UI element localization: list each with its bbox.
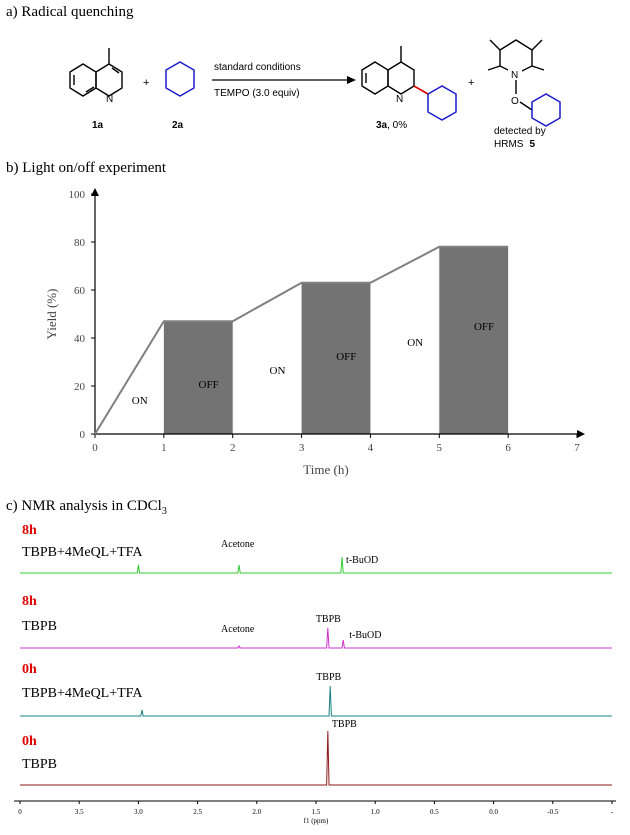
ppm-tick-label: -0.5	[547, 808, 559, 816]
region-label-off: OFF	[199, 379, 219, 391]
light-on-off-chart: 0 1 2 3 4 5 6 7 0 20 40 60 80 100 Time (h) Yield (%) ON O…	[44, 188, 585, 477]
label-5: 5	[529, 139, 535, 150]
nmr-trace-2	[20, 627, 612, 649]
yield-3a: , 0%	[387, 120, 407, 131]
peak-label: Acetone	[221, 539, 255, 550]
label-3a: 3a	[376, 120, 388, 131]
oxygen-5: O	[511, 96, 519, 107]
ppm-tick-label: 2.5	[193, 808, 202, 816]
x-tick-label: 1	[161, 442, 167, 454]
nmr-trace-3	[20, 685, 612, 717]
spectrum-time-label: 8h	[22, 594, 37, 609]
adduct-caption-2: HRMS	[494, 139, 524, 150]
y-tick-label: 100	[69, 189, 86, 201]
y-tick-label: 60	[74, 285, 86, 297]
section-c-title-text: c) NMR analysis in CDCl	[6, 498, 162, 514]
radical-quenching-scheme: N 1a + 2a standard conditions TEMPO (3.0…	[69, 39, 561, 150]
peak-label: TBPB	[332, 719, 357, 730]
spectrum-sample-label: TBPB	[22, 757, 57, 772]
nitrogen-5: N	[511, 70, 518, 81]
quinoline-1a-structure	[69, 48, 123, 97]
peak-label: t-BuOD	[349, 630, 381, 641]
nmr-trace-1	[20, 556, 612, 574]
x-tick-label: 6	[505, 442, 511, 454]
x-tick-label: 5	[437, 442, 443, 454]
ppm-tick-label: 3.0	[134, 808, 143, 816]
label-1a: 1a	[92, 120, 104, 131]
x-tick-label: 2	[230, 442, 236, 454]
ppm-tick-label: -	[611, 808, 614, 816]
nmr-trace-4	[20, 730, 612, 786]
ppm-tick-label: 3.5	[75, 808, 84, 816]
adduct-caption-1: detected by	[494, 126, 546, 137]
off-region-1	[163, 321, 233, 434]
section-b-title: b) Light on/off experiment	[6, 160, 167, 176]
spectrum-sample-label: TBPB+4MeQL+TFA	[22, 545, 143, 560]
x-tick-label: 7	[574, 442, 580, 454]
nmr-spectra: 8h TBPB+4MeQL+TFA Acetone t-BuOD 8h TBPB Aceto…	[14, 523, 616, 825]
spectrum-time-label: 0h	[22, 734, 37, 749]
region-label-on: ON	[270, 365, 286, 377]
ppm-tick-label: 1.0	[371, 808, 380, 816]
y-axis-arrow	[91, 188, 99, 196]
svg-text:3a, 0%: 3a, 0%	[376, 120, 407, 131]
nitrogen-3a: N	[396, 94, 403, 105]
arrow-conditions-bottom: TEMPO (3.0 equiv)	[214, 88, 300, 99]
peak-label: TBPB	[316, 672, 341, 683]
region-label-on: ON	[407, 337, 423, 349]
label-2a: 2a	[172, 120, 184, 131]
section-c-title-subscript: 3	[161, 506, 167, 517]
x-tick-label: 3	[299, 442, 305, 454]
y-axis-label: Yield (%)	[44, 289, 59, 340]
off-region-2	[301, 282, 371, 434]
off-region-3	[439, 246, 509, 434]
arrow-conditions-top: standard conditions	[214, 62, 301, 73]
section-a-title: a) Radical quenching	[6, 4, 134, 20]
region-label-off: OFF	[474, 321, 494, 333]
x-tick-label: 4	[368, 442, 374, 454]
nitrogen-1a: N	[106, 94, 113, 105]
ppm-tick-label: 0	[18, 808, 22, 816]
ppm-tick-label: 2.0	[252, 808, 261, 816]
y-tick-label: 0	[80, 429, 86, 441]
peak-label: TBPB	[316, 614, 341, 625]
cyclohexane-2a-structure	[165, 61, 195, 97]
y-tick-label: 20	[74, 381, 86, 393]
ppm-tick-label: 1.5	[312, 808, 321, 816]
y-tick-label: 80	[74, 237, 86, 249]
spectrum-time-label: 0h	[22, 662, 37, 677]
ppm-axis-label: f1 (ppm)	[304, 817, 329, 825]
x-axis-arrow	[577, 430, 585, 438]
spectrum-sample-label: TBPB	[22, 619, 57, 634]
peak-label: t-BuOD	[346, 555, 378, 566]
tempo-adduct-5-structure	[487, 39, 545, 111]
spectrum-time-label: 8h	[22, 523, 37, 538]
product-3a-structure	[361, 46, 415, 95]
region-label-on: ON	[132, 395, 148, 407]
section-c-title: c) NMR analysis in CDCl3	[6, 498, 167, 517]
x-tick-label: 0	[92, 442, 98, 454]
y-tick-label: 40	[74, 333, 86, 345]
region-label-off: OFF	[336, 351, 356, 363]
x-axis-label: Time (h)	[303, 462, 348, 477]
ppm-tick-label: 0.5	[430, 808, 439, 816]
ppm-tick-label: 0.0	[489, 808, 498, 816]
peak-label: Acetone	[221, 624, 255, 635]
spectrum-sample-label: TBPB+4MeQL+TFA	[22, 686, 143, 701]
plus-sign-2: +	[468, 77, 474, 89]
plus-sign-1: +	[143, 77, 149, 89]
